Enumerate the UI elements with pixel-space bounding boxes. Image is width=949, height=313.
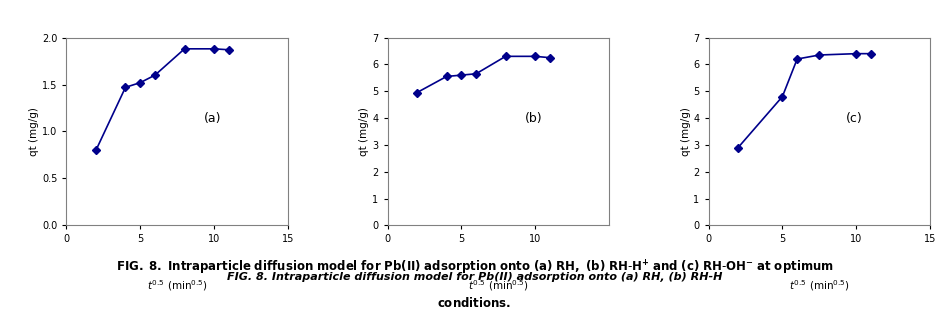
Text: $t^{0.5}\ (\mathrm{min}^{0.5})$: $t^{0.5}\ (\mathrm{min}^{0.5})$ (468, 278, 529, 293)
Y-axis label: qt (mg/g): qt (mg/g) (680, 107, 691, 156)
Text: $\mathbf{conditions.}$: $\mathbf{conditions.}$ (437, 296, 512, 310)
Y-axis label: qt (mg/g): qt (mg/g) (29, 107, 39, 156)
Y-axis label: qt (mg/g): qt (mg/g) (360, 107, 369, 156)
Text: $t^{0.5}\ (\mathrm{min}^{0.5})$: $t^{0.5}\ (\mathrm{min}^{0.5})$ (789, 278, 849, 293)
Text: (c): (c) (846, 112, 863, 125)
Text: $\mathbf{FIG.\ 8.\ Intraparticle\ diffusion\ model\ for\ Pb(II)\ adsorption\ ont: $\mathbf{FIG.\ 8.\ Intraparticle\ diffus… (116, 259, 833, 277)
Text: (b): (b) (525, 112, 543, 125)
Text: $t^{0.5}\ (\mathrm{min}^{0.5})$: $t^{0.5}\ (\mathrm{min}^{0.5})$ (147, 278, 208, 293)
Text: FIG. 8. Intraparticle diffusion model for Pb(II) adsorption onto (a) RH, (b) RH-: FIG. 8. Intraparticle diffusion model fo… (227, 272, 722, 282)
Text: (a): (a) (204, 112, 221, 125)
